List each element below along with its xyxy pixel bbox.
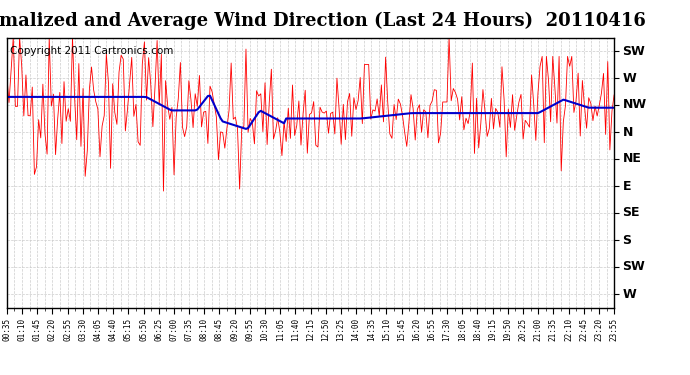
Text: W: W	[622, 72, 636, 84]
Text: S: S	[622, 234, 631, 246]
Text: SW: SW	[622, 45, 645, 57]
Text: E: E	[622, 180, 631, 192]
Text: Normalized and Average Wind Direction (Last 24 Hours)  20110416: Normalized and Average Wind Direction (L…	[0, 11, 646, 30]
Text: SE: SE	[622, 207, 640, 219]
Text: N: N	[622, 126, 633, 138]
Text: Copyright 2011 Cartronics.com: Copyright 2011 Cartronics.com	[10, 46, 173, 56]
Text: NW: NW	[622, 99, 647, 111]
Text: SW: SW	[622, 261, 645, 273]
Text: NE: NE	[622, 153, 641, 165]
Text: W: W	[622, 288, 636, 300]
